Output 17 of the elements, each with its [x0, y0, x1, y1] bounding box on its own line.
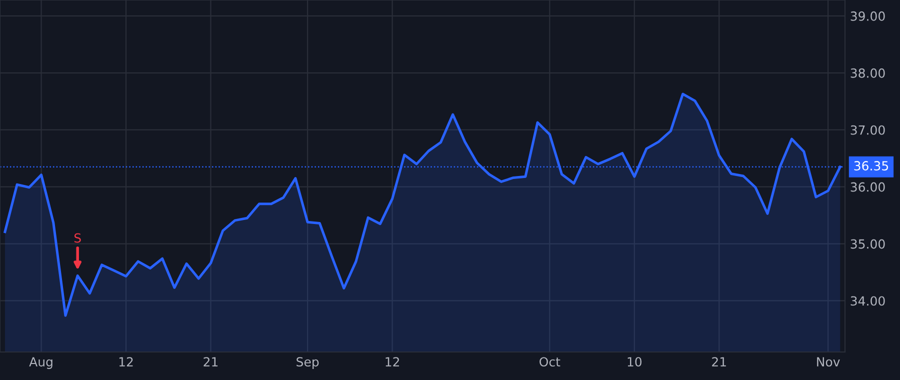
y-tick-label: 37.00	[850, 125, 885, 135]
ref-line-label: 36.35	[854, 161, 888, 171]
x-tick-label: Aug	[29, 357, 52, 369]
x-tick-label: Sep	[296, 357, 319, 369]
y-tick-label: 38.00	[850, 68, 885, 78]
y-tick-label: 36.00	[850, 182, 885, 192]
x-tick-label: Oct	[540, 357, 560, 367]
x-tick-label: 12	[386, 357, 399, 366]
x-tick-label: 10	[628, 357, 642, 367]
y-tick-label: 39.00	[850, 11, 885, 21]
x-tick-label: 21	[712, 357, 726, 366]
y-tick-label: 35.00	[850, 239, 885, 249]
x-tick-label: 12	[119, 357, 133, 366]
x-tick-label: Nov	[817, 357, 840, 367]
y-tick-label: 34.00	[850, 296, 885, 306]
x-tick-label: 21	[204, 357, 218, 366]
annotation: S	[74, 233, 81, 243]
